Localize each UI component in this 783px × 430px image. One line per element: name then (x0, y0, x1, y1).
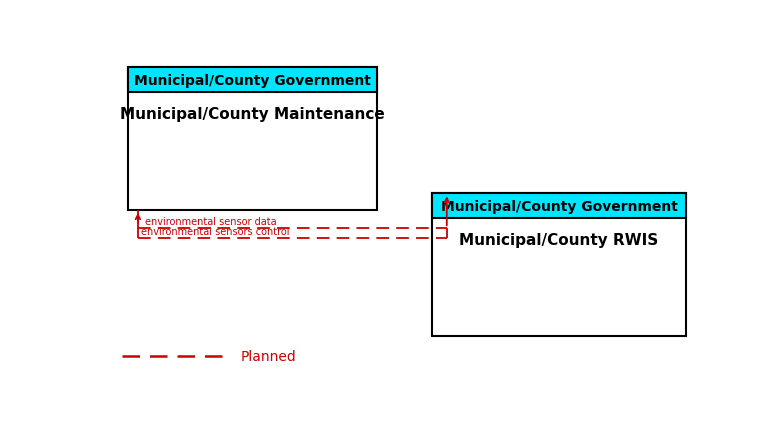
Text: Municipal/County Government: Municipal/County Government (441, 200, 677, 213)
Text: Municipal/County Maintenance: Municipal/County Maintenance (121, 107, 385, 122)
Text: Municipal/County Government: Municipal/County Government (134, 74, 371, 88)
Text: environmental sensors control: environmental sensors control (141, 227, 290, 237)
Text: Planned: Planned (240, 349, 296, 363)
Text: environmental sensor data: environmental sensor data (145, 216, 277, 226)
Bar (431, 194, 687, 336)
Bar (128, 68, 377, 211)
Bar (128, 68, 377, 93)
Text: Municipal/County RWIS: Municipal/County RWIS (460, 233, 659, 247)
Bar (431, 194, 687, 219)
